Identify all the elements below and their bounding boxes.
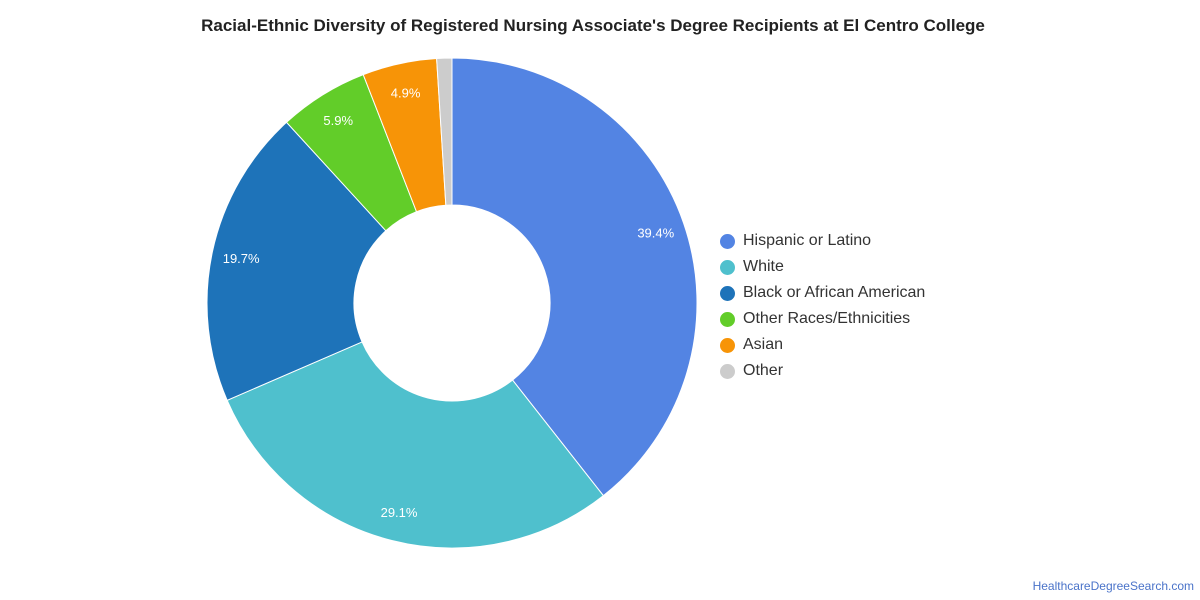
legend-swatch-icon — [720, 337, 735, 353]
legend-swatch-icon — [720, 363, 735, 379]
legend-swatch-icon — [720, 311, 735, 327]
legend-label: Hispanic or Latino — [743, 232, 872, 249]
chart-title: Racial-Ethnic Diversity of Registered Nu… — [201, 16, 985, 35]
slice-black-or-african-american[interactable] — [206, 121, 387, 401]
legend-label: White — [743, 258, 784, 275]
slice-label-hispanic-or-latino: 39.4% — [637, 226, 674, 241]
slice-hispanic-or-latino[interactable] — [451, 57, 698, 497]
legend-item-other[interactable]: Other — [720, 358, 925, 384]
legend-swatch-icon — [720, 285, 735, 301]
legend-item-other-races-ethnicities[interactable]: Other Races/Ethnicities — [720, 306, 925, 332]
legend-label: Black or African American — [743, 284, 926, 301]
legend-label: Other Races/Ethnicities — [743, 310, 911, 327]
legend-label: Asian — [743, 336, 784, 353]
slice-label-white: 29.1% — [381, 505, 418, 520]
slice-other[interactable] — [436, 57, 453, 206]
legend-item-black-or-african-american[interactable]: Black or African American — [720, 280, 925, 306]
legend-item-white[interactable]: White — [720, 254, 925, 280]
slice-label-black-or-african-american: 19.7% — [223, 251, 260, 266]
slice-white[interactable] — [226, 341, 605, 549]
legend-swatch-icon — [720, 259, 735, 275]
slice-label-other-races-ethnicities: 5.9% — [323, 113, 353, 128]
legend-item-asian[interactable]: Asian — [720, 332, 925, 358]
source-link[interactable]: HealthcareDegreeSearch.com — [1032, 579, 1194, 593]
legend-swatch-icon — [720, 233, 735, 249]
chart-legend: Hispanic or Latino White Black or African … — [720, 228, 925, 384]
legend-item-hispanic-or-latino[interactable]: Hispanic or Latino — [720, 228, 925, 254]
slice-label-asian: 4.9% — [391, 85, 421, 100]
legend-label: Other — [743, 362, 784, 379]
